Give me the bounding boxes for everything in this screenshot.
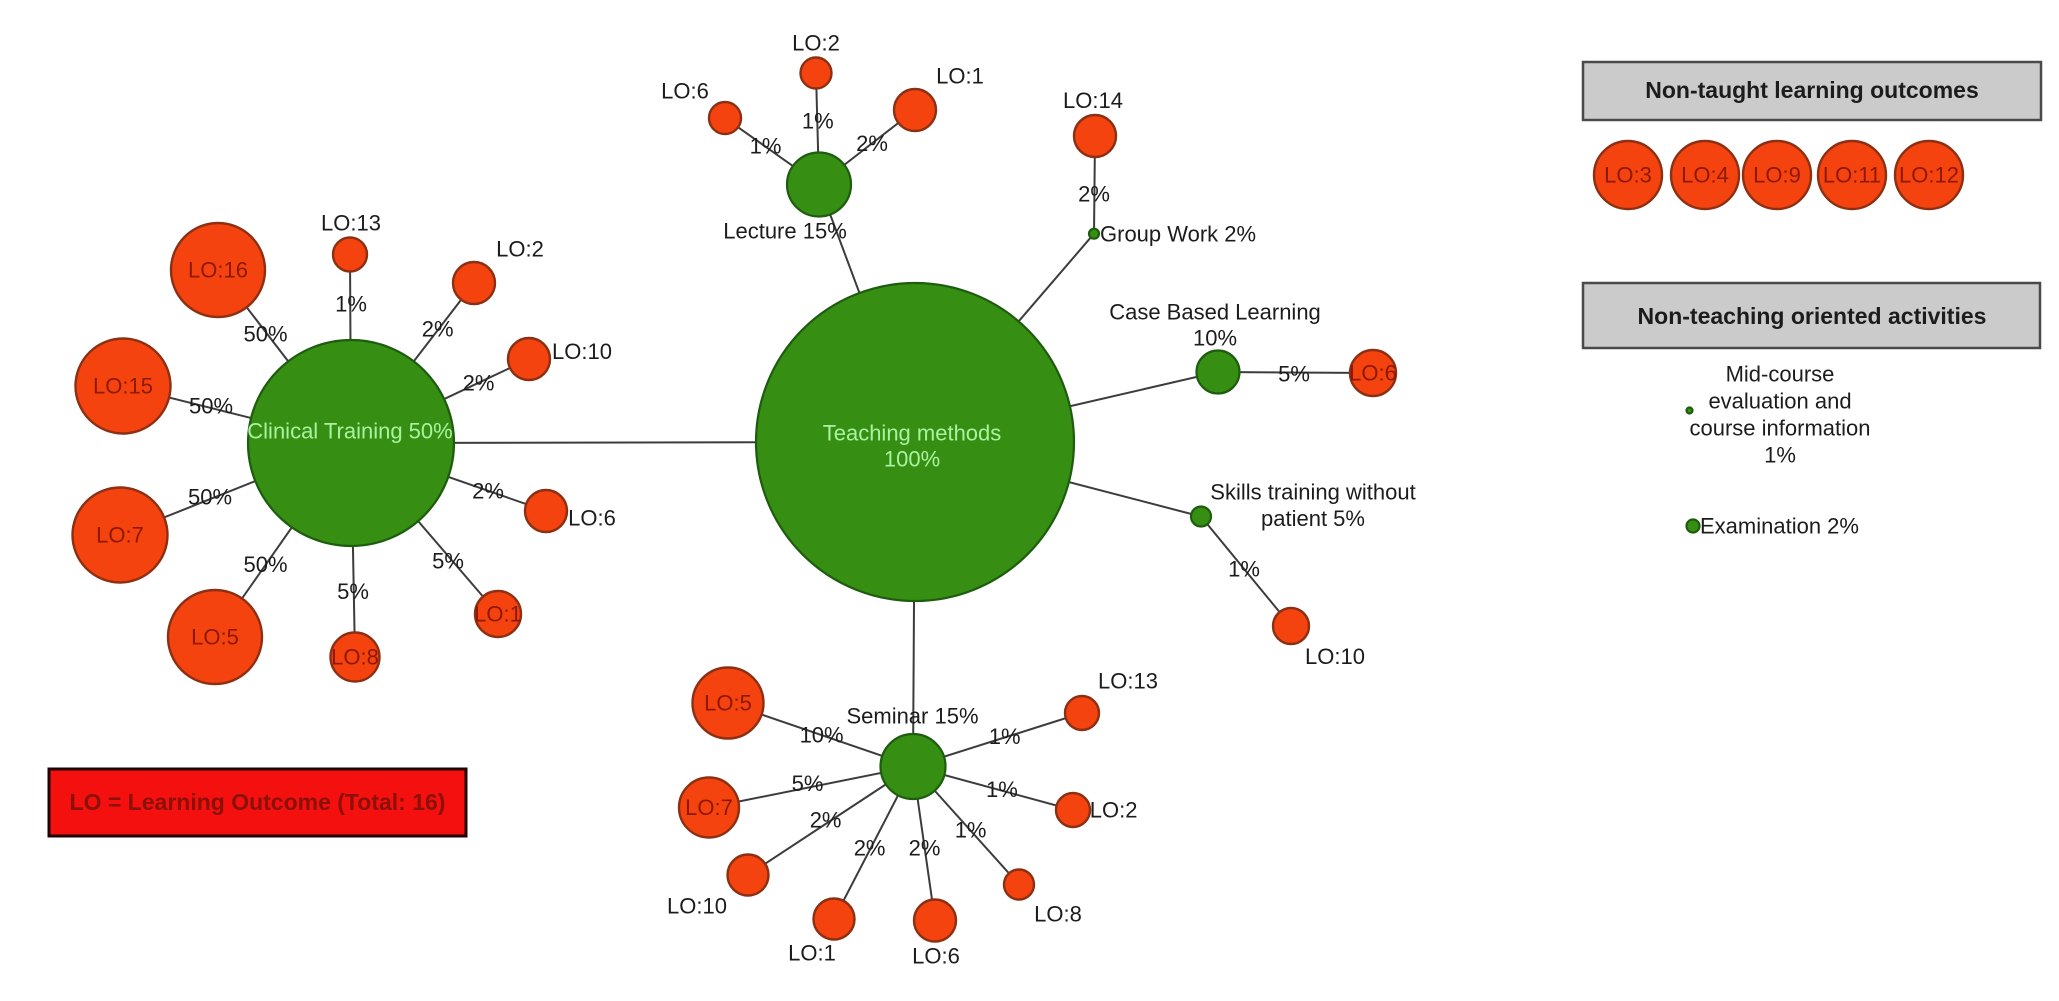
svg-text:LO:9: LO:9 xyxy=(1753,163,1801,188)
svg-text:LO:10: LO:10 xyxy=(552,339,612,364)
svg-text:LO:12: LO:12 xyxy=(1899,163,1959,188)
svg-text:Non-taught learning outcomes: Non-taught learning outcomes xyxy=(1645,77,1979,103)
svg-text:LO:10: LO:10 xyxy=(1305,644,1365,669)
svg-text:LO:13: LO:13 xyxy=(321,211,381,236)
svg-text:LO:1: LO:1 xyxy=(788,941,836,966)
svg-text:2%: 2% xyxy=(810,807,842,832)
svg-text:Examination 2%: Examination 2% xyxy=(1700,514,1859,539)
svg-text:Non-teaching oriented activiti: Non-teaching oriented activities xyxy=(1638,303,1987,329)
svg-text:evaluation and: evaluation and xyxy=(1708,389,1851,414)
svg-text:LO:13: LO:13 xyxy=(1098,669,1158,694)
svg-text:LO:5: LO:5 xyxy=(704,691,752,716)
svg-text:LO:7: LO:7 xyxy=(96,523,144,548)
svg-text:1%: 1% xyxy=(335,292,367,317)
svg-text:LO:4: LO:4 xyxy=(1681,163,1729,188)
svg-text:2%: 2% xyxy=(463,371,495,396)
svg-text:patient 5%: patient 5% xyxy=(1261,506,1365,531)
svg-text:LO:6: LO:6 xyxy=(1349,361,1397,386)
svg-text:LO:11: LO:11 xyxy=(1823,163,1881,188)
svg-text:50%: 50% xyxy=(243,322,287,347)
svg-text:5%: 5% xyxy=(432,549,464,574)
svg-text:LO:3: LO:3 xyxy=(1604,163,1652,188)
svg-text:1%: 1% xyxy=(1764,443,1796,468)
svg-text:100%: 100% xyxy=(884,447,940,472)
svg-text:2%: 2% xyxy=(854,835,886,860)
svg-text:LO:1: LO:1 xyxy=(474,602,522,627)
svg-text:LO:6: LO:6 xyxy=(912,944,960,969)
svg-text:Case Based Learning: Case Based Learning xyxy=(1109,300,1321,325)
svg-text:1%: 1% xyxy=(955,817,987,842)
svg-text:LO:15: LO:15 xyxy=(93,374,153,399)
svg-text:LO:5: LO:5 xyxy=(191,625,239,650)
svg-text:1%: 1% xyxy=(802,109,834,134)
svg-text:5%: 5% xyxy=(337,579,369,604)
svg-text:Teaching methods: Teaching methods xyxy=(823,421,1002,446)
svg-text:Mid-course: Mid-course xyxy=(1726,362,1835,387)
svg-text:2%: 2% xyxy=(472,479,504,504)
svg-text:1%: 1% xyxy=(986,777,1018,802)
svg-text:Clinical Training 50%: Clinical Training 50% xyxy=(247,419,452,444)
svg-text:LO:7: LO:7 xyxy=(685,795,733,820)
svg-text:LO:8: LO:8 xyxy=(1034,902,1082,927)
svg-text:2%: 2% xyxy=(422,317,454,342)
svg-text:5%: 5% xyxy=(792,771,824,796)
svg-text:LO:2: LO:2 xyxy=(1090,798,1138,823)
svg-text:LO:8: LO:8 xyxy=(331,645,379,670)
svg-text:LO:14: LO:14 xyxy=(1063,88,1123,113)
svg-text:LO:2: LO:2 xyxy=(792,31,840,56)
svg-text:course information: course information xyxy=(1690,416,1871,441)
svg-text:50%: 50% xyxy=(188,485,232,510)
svg-text:1%: 1% xyxy=(750,134,782,159)
svg-text:2%: 2% xyxy=(909,835,941,860)
svg-text:Group Work 2%: Group Work 2% xyxy=(1100,222,1256,247)
svg-text:10%: 10% xyxy=(1193,326,1237,351)
svg-text:2%: 2% xyxy=(1078,182,1110,207)
svg-text:50%: 50% xyxy=(243,552,287,577)
svg-text:Lecture 15%: Lecture 15% xyxy=(723,219,847,244)
svg-text:LO:2: LO:2 xyxy=(496,237,544,262)
svg-text:LO:1: LO:1 xyxy=(936,64,984,89)
svg-text:50%: 50% xyxy=(189,394,233,419)
svg-text:LO:16: LO:16 xyxy=(188,258,248,283)
svg-text:LO = Learning Outcome (Total:: LO = Learning Outcome (Total: 16) xyxy=(70,789,446,815)
svg-text:LO:6: LO:6 xyxy=(568,506,616,531)
svg-text:LO:10: LO:10 xyxy=(667,894,727,919)
svg-text:2%: 2% xyxy=(856,131,888,156)
svg-text:1%: 1% xyxy=(989,724,1021,749)
svg-text:10%: 10% xyxy=(800,723,844,748)
svg-text:Skills training without: Skills training without xyxy=(1210,480,1415,505)
svg-text:Seminar 15%: Seminar 15% xyxy=(846,704,978,729)
svg-text:5%: 5% xyxy=(1278,361,1310,386)
svg-text:1%: 1% xyxy=(1228,557,1260,582)
svg-text:LO:6: LO:6 xyxy=(661,79,709,104)
